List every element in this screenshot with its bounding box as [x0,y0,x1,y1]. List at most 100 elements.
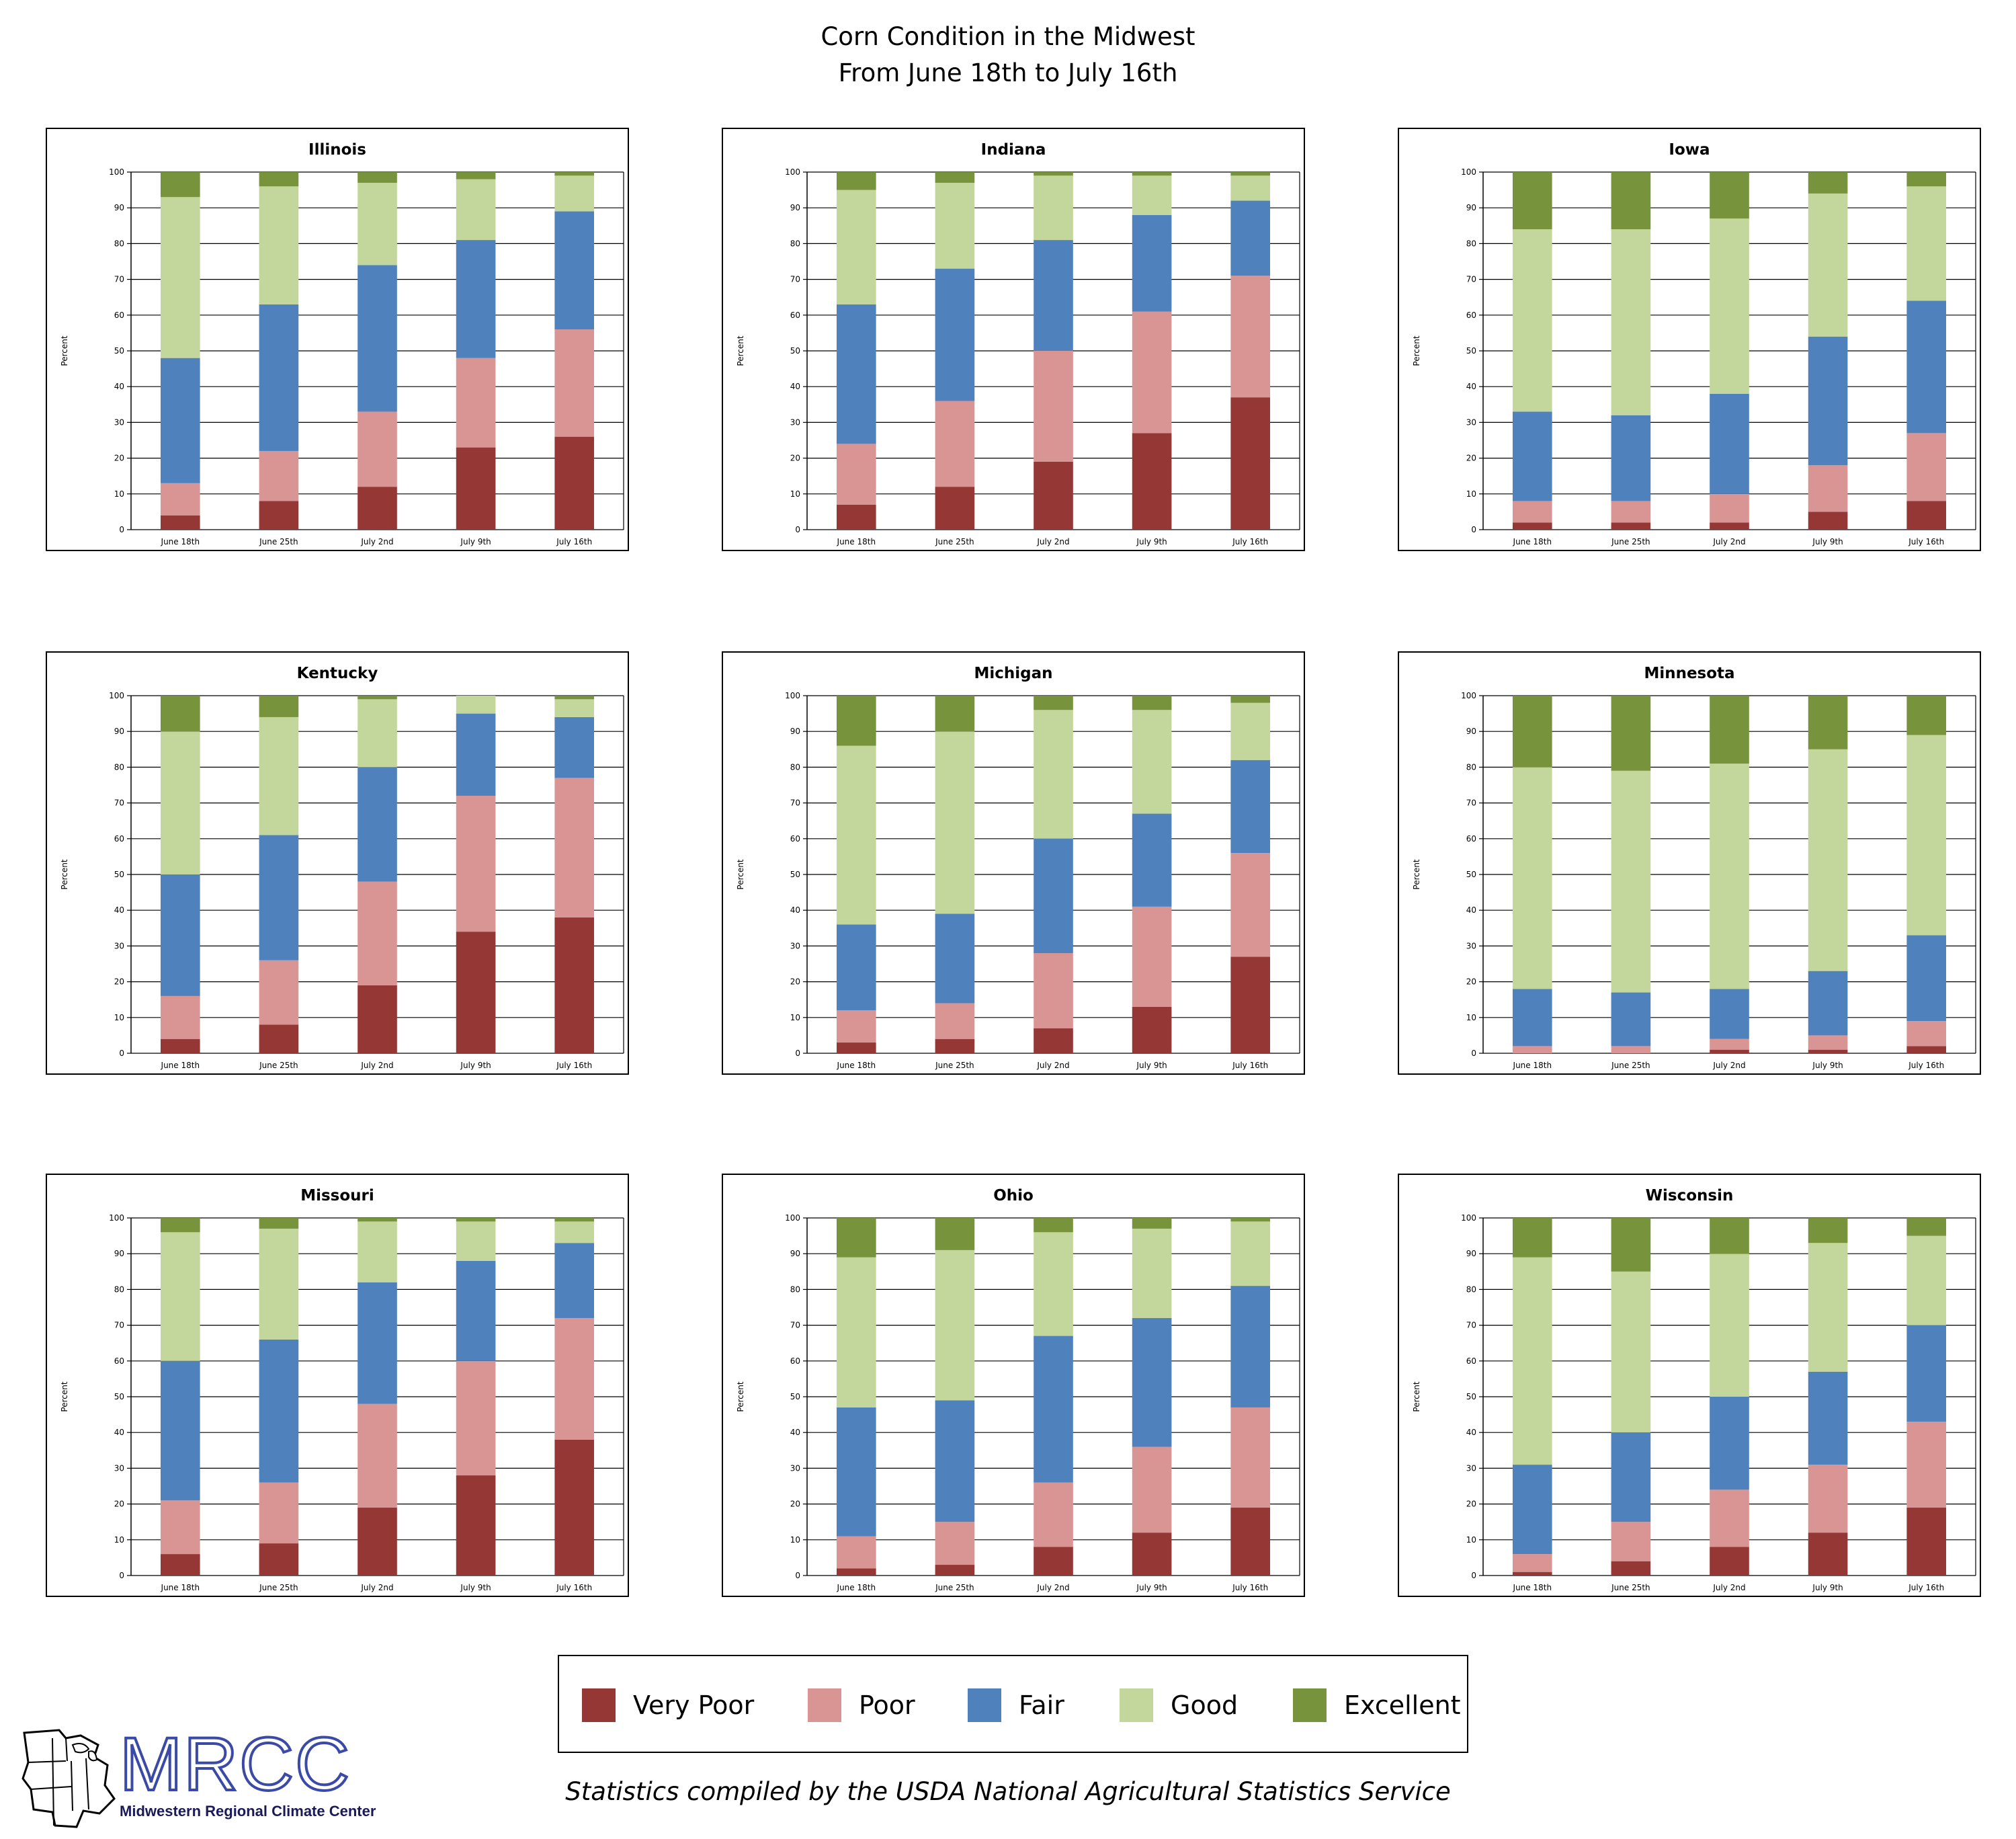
x-tick-label: June 18th [161,537,200,546]
y-tick-label: 100 [109,691,124,700]
bar-segment-good [1906,1235,1947,1325]
legend-item-poor: Poor [808,1688,915,1722]
bar-segment-excellent [1034,172,1073,176]
y-tick-label: 0 [1471,1049,1476,1058]
x-tick-label: June 18th [837,1583,876,1592]
y-tick-label: 60 [1466,311,1476,320]
y-tick-label: 60 [114,1356,124,1366]
bar-segment-fair [1230,1286,1271,1407]
y-tick-label: 30 [114,941,124,950]
y-tick-label: 60 [1466,1356,1476,1366]
legend-label: Very Poor [633,1690,755,1720]
bar-segment-good [259,186,299,304]
bar-segment-very-poor [160,1554,200,1576]
bar-segment-excellent [160,1218,200,1233]
y-tick-label: 40 [1466,382,1476,391]
chart-panel-missouri: Missouri 0 10 20 30 40 50 60 70 80 90 100 Percent Jun… [46,1174,629,1597]
x-tick-label: June 25th [1611,537,1650,546]
bar-segment-excellent [836,696,876,746]
bar-segment-poor [1512,501,1552,523]
bar-segment-poor [1808,1465,1848,1533]
bar-segment-excellent [1132,172,1172,176]
bar-segment-fair [259,1339,299,1483]
bar-segment-poor [1230,276,1271,398]
logo-name: Midwestern Regional Climate Center [120,1803,376,1820]
bar-segment-fair [935,268,975,401]
y-axis-label: Percent [1412,859,1421,889]
bar-segment-poor [1710,1038,1749,1050]
bar-segment-good [1132,175,1172,215]
y-axis-label: Percent [60,1381,69,1412]
bar-segment-fair [1512,989,1552,1047]
y-tick-label: 100 [785,691,800,700]
bar-segment-poor [160,995,200,1039]
chart-panel-illinois: Illinois 0 10 20 30 40 50 60 70 80 90 100 Percent Jun… [46,128,629,551]
bar-segment-excellent [259,1218,299,1229]
bar-segment-poor [1034,1482,1073,1547]
x-tick-label: July 16th [1908,1583,1944,1592]
bar-segment-good [456,179,496,241]
bar-segment-poor [1034,953,1073,1028]
x-tick-label: July 2nd [1036,537,1069,546]
y-axis-label: Percent [1412,1381,1421,1412]
bar-segment-very-poor [836,1043,876,1053]
bar-segment-very-poor [1906,1046,1947,1053]
page-title: Corn Condition in the Midwest [821,22,1195,51]
chart-panel-minnesota: Minnesota 0 10 20 30 40 50 60 70 80 90 100 Percent Ju… [1398,651,1981,1075]
y-axis-label: Percent [736,335,745,366]
bar-segment-excellent [1808,1218,1848,1243]
bar-segment-poor [1710,1489,1749,1547]
x-tick-label: July 9th [1812,1583,1843,1592]
bar-segment-fair [358,767,397,882]
bar-segment-poor [1230,853,1271,957]
bar-segment-poor [836,444,876,505]
bar-segment-excellent [1611,696,1651,771]
y-tick-label: 80 [790,762,800,772]
bar-segment-very-poor [358,985,397,1053]
bar-segment-good [1512,1257,1552,1465]
chart-panel-ohio: Ohio 0 10 20 30 40 50 60 70 80 90 100 Percent June 18… [722,1174,1305,1597]
bar-segment-good [358,182,397,265]
bar-segment-excellent [1611,1218,1651,1272]
bar-segment-fair [259,835,299,961]
chart-iowa: Iowa 0 10 20 30 40 50 60 70 80 90 100 Percent June 18… [1412,141,1976,546]
bar-segment-excellent [554,1218,595,1222]
bar-segment-good [1611,1271,1651,1433]
y-tick-label: 10 [114,1535,124,1545]
y-tick-label: 100 [109,1213,124,1223]
bar-segment-fair [1808,336,1848,466]
bar-segment-good [1611,770,1651,993]
y-tick-label: 80 [114,762,124,772]
bar-segment-fair [1710,1397,1749,1490]
chart-panel-indiana: Indiana 0 10 20 30 40 50 60 70 80 90 100 Percent June… [722,128,1305,551]
bar-segment-poor [1132,906,1172,1007]
chart-kentucky: Kentucky 0 10 20 30 40 50 60 70 80 90 100 Percent Jun… [60,665,624,1070]
bar-segment-poor [259,450,299,501]
y-tick-label: 0 [119,1571,124,1580]
bar-segment-very-poor [1230,1507,1271,1576]
chart-title: Iowa [1669,141,1710,159]
bar-segment-very-poor [358,487,397,530]
x-tick-label: July 2nd [1712,1061,1745,1070]
x-tick-label: July 2nd [1712,537,1745,546]
bar-segment-good [1808,749,1848,971]
legend-swatch [582,1688,616,1722]
bar-segment-excellent [1611,172,1651,230]
bar-segment-very-poor [1230,397,1271,530]
bar-segment-excellent [456,172,496,179]
y-tick-label: 30 [790,941,800,950]
bar-segment-good [456,696,496,714]
y-tick-label: 70 [1466,275,1476,284]
x-tick-label: July 2nd [360,537,393,546]
y-tick-label: 30 [790,417,800,427]
y-tick-label: 20 [114,454,124,463]
bar-segment-good [259,717,299,835]
x-tick-label: July 9th [1136,1583,1167,1592]
y-tick-label: 60 [114,834,124,844]
bar-segment-very-poor [259,1024,299,1053]
bar-segment-good [456,1221,496,1261]
bar-segment-good [160,1232,200,1361]
bar-segment-very-poor [1710,522,1749,530]
bar-segment-excellent [160,696,200,732]
x-tick-label: July 2nd [1036,1061,1069,1070]
